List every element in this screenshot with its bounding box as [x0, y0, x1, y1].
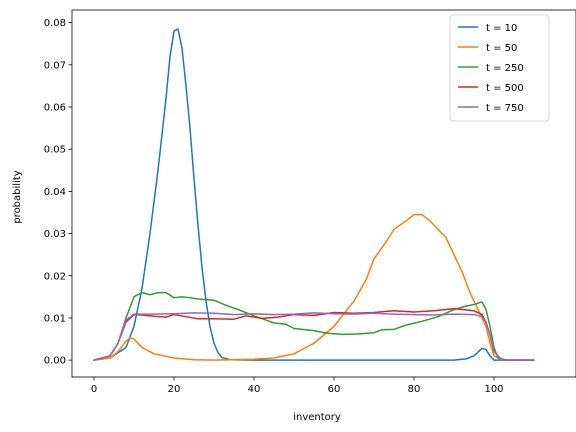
series-line-5 [93, 312, 535, 361]
x-axis: 0 20 40 60 80 100 [91, 377, 504, 395]
legend-label: t = 750 [486, 103, 524, 114]
y-axis-label: probability [12, 170, 23, 223]
y-tick-label: 0.03 [44, 229, 66, 240]
x-tick-label: 100 [484, 384, 503, 395]
legend-label: t = 250 [486, 63, 524, 74]
series-line-2 [93, 213, 535, 361]
y-tick-label: 0.00 [44, 356, 66, 367]
legend-label: t = 50 [486, 43, 517, 54]
y-tick-label: 0.01 [44, 313, 66, 324]
x-tick-label: 20 [168, 384, 181, 395]
y-tick-label: 0.02 [44, 271, 66, 282]
y-axis: 0.00 0.01 0.02 0.03 0.04 0.05 0.06 0.07 0.08 [44, 18, 72, 367]
x-tick-label: 80 [408, 384, 421, 395]
y-tick-label: 0.05 [44, 145, 66, 156]
x-tick-label: 0 [91, 384, 97, 395]
series-layer [93, 28, 535, 361]
series-line-1 [93, 28, 535, 361]
legend: t = 10 t = 50 t = 250 t = 500 t = 750 [449, 14, 550, 122]
legend-label: t = 10 [486, 23, 517, 34]
y-tick-label: 0.07 [44, 60, 66, 71]
series-line-3 [93, 291, 535, 361]
legend-label: t = 500 [486, 83, 524, 94]
x-tick-label: 60 [328, 384, 341, 395]
y-tick-label: 0.08 [44, 18, 66, 29]
legend-box [449, 14, 550, 122]
y-tick-label: 0.04 [44, 187, 66, 198]
series-line-4 [93, 307, 535, 361]
y-tick-label: 0.06 [44, 103, 66, 114]
x-axis-label: inventory [293, 412, 341, 423]
plot-frame [71, 9, 576, 378]
x-tick-label: 40 [248, 384, 261, 395]
